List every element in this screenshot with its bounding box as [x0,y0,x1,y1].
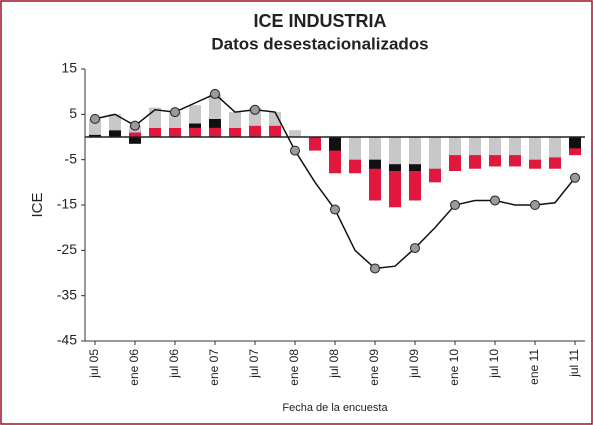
chart-title: ICE INDUSTRIA [253,11,386,31]
y-tick-label: -5 [65,150,78,166]
y-tick-label: -15 [57,196,77,212]
x-tick-label: ene 10 [447,349,461,386]
x-tick-label: ene 06 [127,349,141,386]
line-marker [450,200,460,210]
bar-segment [549,137,561,158]
bar-segment [249,125,261,137]
line-marker [410,243,420,254]
bar-segment [289,130,301,137]
bar-segment [189,105,201,124]
bar-segment [109,114,121,131]
line-marker [170,107,180,118]
bar-segment [229,127,241,137]
x-tick-label: jul 09 [407,349,421,379]
bar-segment [409,137,421,165]
line-marker [290,145,300,156]
bar-segment [109,130,121,137]
bar-segment [209,127,221,137]
y-axis-label: ICE [29,192,46,217]
x-tick-label: jul 05 [87,349,101,379]
line-marker [90,113,100,124]
bar-segment [309,137,321,151]
line-marker [330,204,340,215]
line-marker [210,88,220,99]
x-tick-label: jul 07 [247,349,261,379]
bar-segment [429,137,441,169]
bar-segment [209,93,221,119]
y-tick-label: 5 [69,105,77,121]
bar-segment [569,137,581,149]
x-tick-label: ene 09 [367,349,381,386]
bar-segment [189,127,201,137]
bar-segment [149,127,161,137]
bar-segment [349,137,361,160]
y-tick-label: 15 [61,60,77,76]
line-marker [250,104,260,115]
bar-segment [269,125,281,137]
x-tick-label: jul 08 [327,349,341,379]
x-tick-label: ene 07 [207,349,221,386]
bar-segment [529,137,541,160]
bar-segment [209,118,221,128]
bar-segment [189,123,201,128]
bar-segment [449,137,461,156]
bar-segment [389,137,401,165]
bar-segment [89,134,101,137]
line-marker [570,172,580,183]
bar-segment [169,127,181,137]
line-marker [530,200,540,210]
bar-segment [229,112,241,128]
bar-segment [129,132,141,137]
x-tick-label: jul 06 [167,349,181,379]
line-marker [490,195,500,206]
y-tick-label: -45 [57,332,77,348]
x-tick-label: jul 11 [567,349,581,378]
bar-segment [369,137,381,160]
line-marker [370,263,380,274]
y-tick-label: -35 [57,286,77,302]
chart-subtitle: Datos desestacionalizados [211,34,428,53]
bar-segment [129,137,141,144]
x-axis-label: Fecha de la encuesta [282,402,388,414]
x-tick-label: ene 08 [287,349,301,386]
bar-segment [329,137,341,151]
x-tick-label: ene 11 [527,349,541,385]
bar-segment [509,137,521,156]
bar-segment [269,112,281,126]
bar-segment [489,137,501,156]
line-marker [130,120,140,131]
bar-segment [469,137,481,156]
y-tick-label: -25 [57,241,77,257]
x-tick-label: jul 10 [487,349,501,379]
